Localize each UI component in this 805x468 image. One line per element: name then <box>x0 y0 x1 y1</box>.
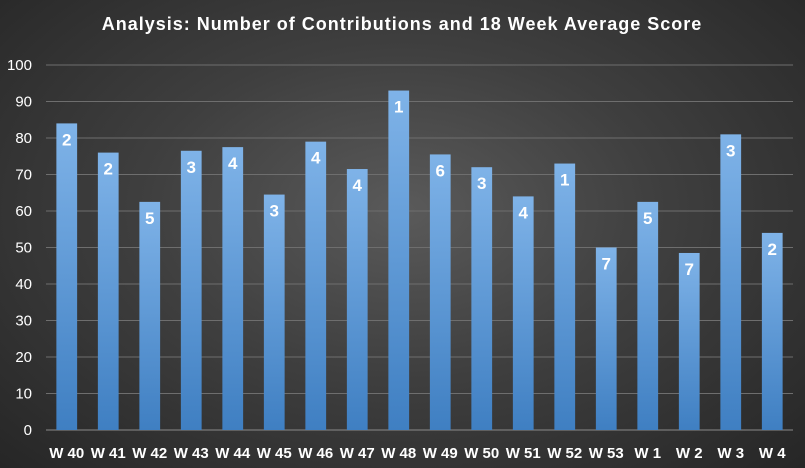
bar <box>678 252 700 430</box>
bar-data-label: 2 <box>62 130 71 149</box>
bar <box>346 169 368 430</box>
bar-data-label: 3 <box>270 202 279 221</box>
bar-data-label: 3 <box>187 158 196 177</box>
x-category-label: W 42 <box>132 445 167 462</box>
bar <box>56 123 78 431</box>
y-tick-label: 50 <box>15 240 32 257</box>
bar-data-label: 6 <box>436 161 445 180</box>
bar-data-label: 1 <box>394 98 403 117</box>
bar <box>263 194 285 430</box>
x-category-label: W 51 <box>506 445 541 462</box>
x-category-label: W 46 <box>298 445 333 462</box>
bar <box>471 167 493 430</box>
x-category-label: W 2 <box>676 445 703 462</box>
y-tick-label: 20 <box>15 349 32 366</box>
x-category-label: W 4 <box>759 445 786 462</box>
x-category-label: W 50 <box>464 445 499 462</box>
y-tick-label: 80 <box>15 130 32 147</box>
bar-data-label: 4 <box>519 203 529 222</box>
bar-data-label: 2 <box>768 240 777 259</box>
x-category-label: W 3 <box>717 445 744 462</box>
chart-title: Analysis: Number of Contributions and 18… <box>102 14 702 34</box>
x-category-label: W 49 <box>423 445 458 462</box>
bar <box>222 147 244 430</box>
bar-data-label: 2 <box>104 160 113 179</box>
bar-data-label: 3 <box>477 174 486 193</box>
y-tick-label: 40 <box>15 276 32 293</box>
x-category-label: W 40 <box>49 445 84 462</box>
gridlines <box>46 64 793 431</box>
bar <box>139 201 161 430</box>
bar-data-label: 1 <box>560 171 569 190</box>
y-tick-label: 10 <box>15 386 32 403</box>
bar-data-label: 5 <box>643 209 652 228</box>
bar <box>637 201 659 430</box>
y-tick-label: 60 <box>15 203 32 220</box>
data-labels: 2 2 5 3 4 3 4 4 1 6 3 4 1 7 5 7 3 2 <box>62 98 777 279</box>
y-tick-label: 90 <box>15 94 32 111</box>
x-category-label: W 44 <box>215 445 251 462</box>
x-axis-category-labels: W 40 W 41 W 42 W 43 W 44 W 45 W 46 W 47 W 48 W 49… <box>49 445 786 462</box>
x-category-label: W 53 <box>589 445 624 462</box>
x-category-label: W 1 <box>634 445 661 462</box>
bar <box>761 232 783 430</box>
y-tick-label: 30 <box>15 313 32 330</box>
bar-data-label: 4 <box>353 176 363 195</box>
x-category-label: W 47 <box>340 445 375 462</box>
y-tick-label: 70 <box>15 167 32 184</box>
bar <box>180 150 202 430</box>
bar <box>97 152 119 430</box>
bar <box>595 247 617 430</box>
x-category-label: W 48 <box>381 445 416 462</box>
bar-data-label: 5 <box>145 209 154 228</box>
bar <box>720 134 742 430</box>
bar <box>512 196 534 430</box>
bar <box>429 154 451 431</box>
x-category-label: W 43 <box>174 445 209 462</box>
bars <box>56 90 783 431</box>
bar-data-label: 3 <box>726 141 735 160</box>
bar <box>305 141 327 430</box>
y-axis-tick-labels: 0 10 20 30 40 50 60 70 80 90 100 <box>7 57 32 439</box>
bar <box>554 163 576 431</box>
bar-data-label: 7 <box>685 260 694 279</box>
x-category-label: W 45 <box>257 445 292 462</box>
bar <box>388 90 410 431</box>
y-tick-label: 0 <box>24 422 32 439</box>
x-category-label: W 41 <box>91 445 126 462</box>
bar-data-label: 7 <box>602 255 611 274</box>
bar-data-label: 4 <box>228 154 238 173</box>
bar-data-label: 4 <box>311 149 321 168</box>
y-tick-label: 100 <box>7 57 32 74</box>
x-category-label: W 52 <box>547 445 582 462</box>
